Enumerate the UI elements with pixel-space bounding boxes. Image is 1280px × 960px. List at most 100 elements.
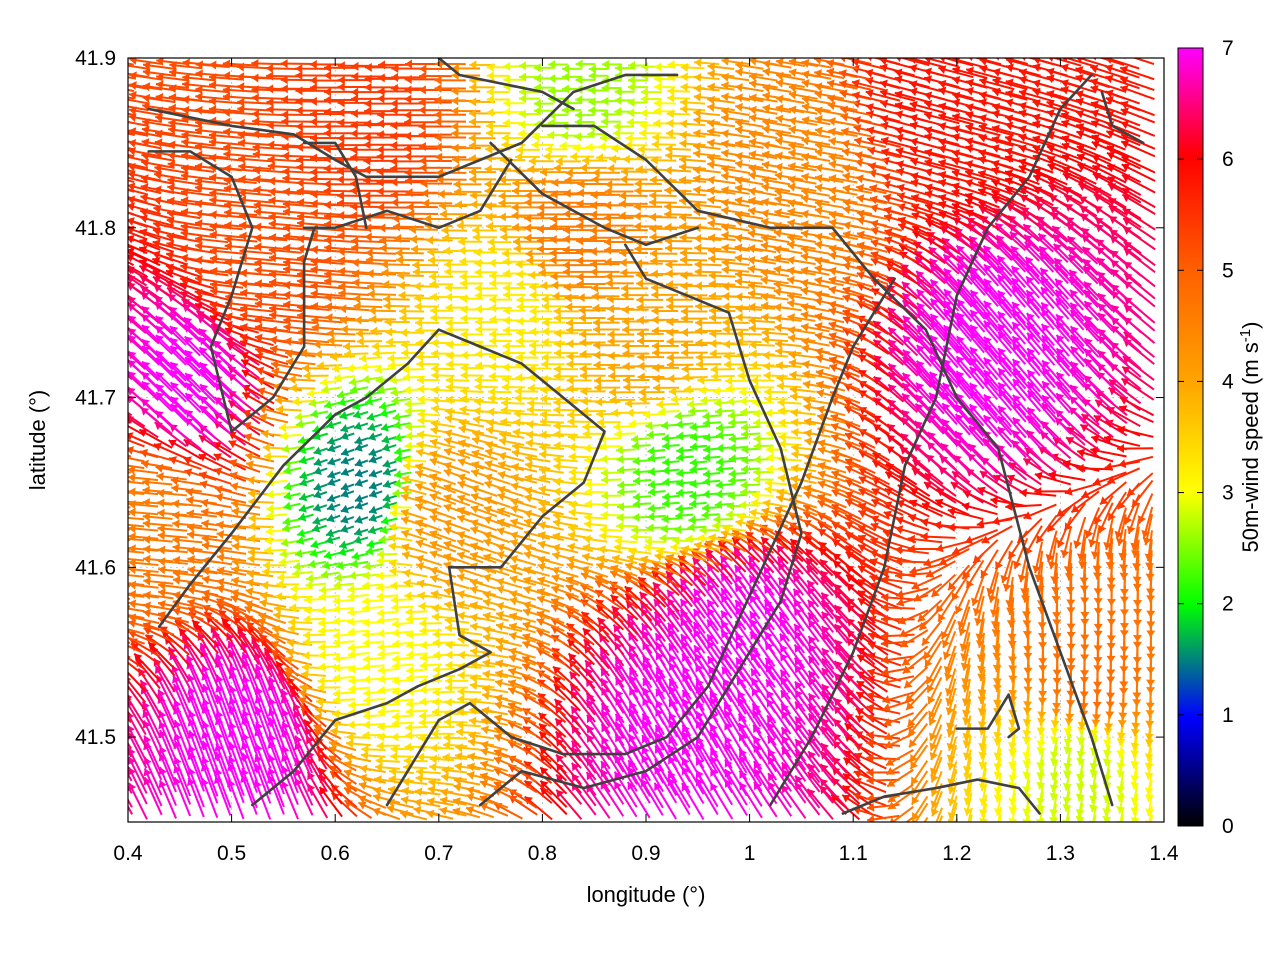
wind-arrow-head	[1062, 796, 1072, 805]
wind-arrow-shaft	[128, 471, 131, 474]
wind-arrow-head	[866, 802, 875, 812]
wind-arrow-head	[586, 725, 595, 734]
wind-arrow-head	[99, 446, 107, 455]
wind-arrow-head	[358, 795, 367, 804]
wind-arrow-shaft	[667, 744, 691, 783]
wind-arrow-head	[1036, 804, 1045, 813]
wind-arrow-shaft	[709, 747, 733, 786]
wind-arrow-head	[931, 832, 939, 840]
wind-arrow-head	[781, 762, 790, 771]
wind-arrow-head	[426, 809, 435, 819]
wind-arrow-head	[886, 766, 895, 775]
wind-arrow-head	[253, 754, 263, 763]
wind-arrow-head	[343, 781, 353, 790]
wind-arrow-shaft	[709, 731, 733, 769]
wind-arrow-head	[440, 787, 449, 797]
wind-arrow-head	[524, 796, 533, 805]
wind-arrow-head	[102, 659, 110, 667]
wind-arrow-shaft	[681, 731, 705, 769]
wind-arrow-head	[103, 666, 111, 674]
wind-arrow-head	[402, 777, 410, 787]
wind-arrow-shaft	[681, 782, 705, 820]
wind-arrow-head	[413, 805, 422, 815]
wind-arrow-head	[911, 796, 920, 805]
wind-arrow-head	[601, 761, 609, 770]
wind-arrow-shaft	[738, 722, 762, 760]
wind-arrow-head	[539, 731, 548, 740]
wind-arrow-shaft	[128, 621, 131, 624]
wind-arrow-head	[1008, 774, 1018, 783]
wind-arrow-head	[586, 734, 595, 743]
wind-arrow-shaft	[738, 755, 763, 793]
wind-arrow-head	[110, 715, 118, 723]
wind-arrow-shaft	[667, 770, 691, 809]
wind-arrow-head	[979, 817, 988, 822]
wind-arrow-head	[114, 546, 121, 555]
wind-arrow-head	[114, 609, 122, 618]
wind-arrow-shaft	[267, 767, 285, 808]
wind-arrow-shaft	[128, 548, 131, 551]
wind-arrow-head	[1022, 818, 1032, 822]
wind-arrow-head	[843, 773, 852, 782]
wind-arrow-head	[375, 756, 383, 766]
wind-arrow-head	[843, 757, 852, 766]
wind-arrow-head	[768, 782, 776, 791]
wind-arrow-head	[186, 777, 196, 786]
wind-arrow-head	[964, 823, 973, 831]
wind-arrow-head	[479, 794, 488, 804]
wind-arrow-shaft	[653, 782, 677, 820]
wind-arrow-shaft	[242, 716, 259, 757]
wind-arrow-head	[808, 751, 817, 760]
wind-arrow-head	[654, 782, 662, 792]
wind-arrow-shaft	[188, 751, 205, 792]
wind-arrow-head	[359, 773, 368, 783]
wind-arrow-head	[1049, 816, 1059, 822]
wind-arrow-head	[493, 756, 503, 765]
wind-arrow-head	[1116, 769, 1126, 778]
wind-arrow-shaft	[128, 797, 133, 808]
wind-arrow-head	[963, 772, 973, 781]
wind-arrow-head	[466, 792, 475, 802]
wind-arrow-head	[280, 780, 289, 789]
wind-arrow-head	[1036, 772, 1046, 780]
wind-arrow-head	[479, 779, 489, 789]
wind-arrow-head	[1049, 772, 1059, 781]
wind-arrow-shaft	[628, 724, 652, 762]
wind-arrow-shaft	[1067, 816, 1070, 822]
wind-arrow-head	[227, 755, 236, 765]
wind-arrow-shaft	[215, 731, 232, 772]
wind-arrow-head	[947, 798, 957, 807]
wind-arrow-head	[173, 733, 182, 742]
wind-arrow-head	[319, 787, 328, 796]
wind-arrow-head	[112, 417, 120, 425]
wind-arrow-head	[480, 772, 489, 781]
wind-arrow-head	[440, 796, 448, 806]
wind-arrow-shaft	[1093, 814, 1097, 822]
wind-arrow-head	[887, 794, 897, 803]
wind-arrow-head	[947, 785, 957, 794]
wind-arrow-head	[99, 420, 107, 428]
wind-arrow-head	[112, 758, 120, 766]
wind-arrow-head	[441, 772, 449, 782]
wind-arrow-shaft	[228, 741, 245, 783]
wind-arrow-head	[1130, 797, 1140, 805]
wind-arrow-shaft	[627, 766, 651, 804]
wind-arrow-shaft	[969, 814, 973, 822]
wind-arrow-head	[930, 800, 939, 809]
wind-arrow-head	[112, 779, 120, 787]
wind-arrow-head	[540, 767, 549, 776]
wind-arrow-head	[114, 520, 121, 529]
wind-arrow-head	[99, 631, 107, 640]
wind-arrow-shaft	[202, 740, 219, 781]
wind-arrow-shaft	[905, 816, 914, 822]
wind-arrow-shaft	[128, 661, 131, 666]
wind-arrow-shaft	[724, 768, 748, 806]
wind-arrow-head	[853, 791, 862, 801]
wind-arrow-head	[1036, 797, 1046, 806]
wind-arrow-head	[114, 513, 121, 522]
wind-arrow-shaft	[174, 740, 192, 781]
wind-arrow-head	[100, 508, 107, 517]
wind-arrow-head	[158, 721, 167, 730]
wind-arrow-head	[112, 432, 120, 440]
